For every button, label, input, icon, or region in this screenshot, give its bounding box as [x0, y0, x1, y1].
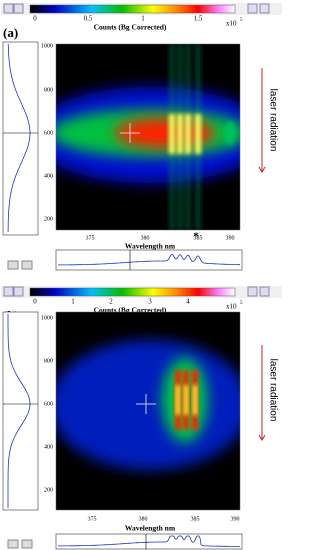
- colorbar-tick-label: 0: [33, 15, 37, 23]
- colorbar-title: Counts (Bg Corrected): [94, 306, 167, 315]
- colorbar-tick-label: 1: [141, 15, 145, 23]
- colorbar-tick-label: 3: [148, 298, 152, 306]
- profile-box: [2, 41, 39, 236]
- stripe: [185, 114, 191, 154]
- colorbar-tick-label: 4: [186, 298, 190, 306]
- heatmap: [56, 44, 240, 230]
- arrow-head: [258, 166, 266, 173]
- x-tick-label: 380: [139, 516, 148, 522]
- panel-label: (a): [3, 25, 18, 40]
- scroll-left: [247, 286, 258, 297]
- profile-curve: [7, 314, 31, 508]
- profile-box: [55, 533, 243, 550]
- glow: [56, 340, 240, 470]
- scroll-left: [3, 286, 14, 297]
- x-tick-label: 375: [86, 235, 95, 241]
- stripe: [193, 385, 197, 415]
- x-tick-label: 385: [191, 516, 200, 522]
- stripe: [169, 114, 175, 154]
- colorbar-tick-label: 1: [71, 298, 75, 306]
- scroll-left: [3, 3, 14, 14]
- arrow-head: [258, 434, 266, 441]
- colorbar-title: Counts (Bg Corrected): [94, 23, 167, 32]
- heatmap: [56, 340, 240, 470]
- zoom-button: [7, 260, 19, 270]
- x-tick-label: 375: [88, 516, 97, 522]
- image-frame: [55, 43, 241, 231]
- profile-box: [55, 249, 243, 271]
- scroll-left: [247, 3, 258, 14]
- annotation: laser radiation: [267, 359, 278, 422]
- y-tick-label: 400: [44, 173, 53, 179]
- profile-curve: [58, 253, 240, 266]
- x-tick-label: 385: [194, 235, 203, 241]
- y-tick-label: 1000: [41, 43, 53, 49]
- colorbar: [29, 287, 236, 297]
- colorbar-tick-label: 0: [33, 298, 37, 306]
- x-tick-label: 390: [226, 235, 235, 241]
- y-tick-label: 200: [44, 216, 53, 222]
- colorbar-exponent-power: 5: [240, 301, 243, 306]
- image-frame: [55, 311, 241, 511]
- stripe: [195, 114, 201, 154]
- x-axis-label: Wavelength nm: [125, 242, 176, 251]
- panel: 0 0.5 1 1.5 Counts (Bg Corrected) x10 5 (a) 1000…: [1, 3, 282, 271]
- scroll-right: [13, 3, 24, 14]
- colorbar-tick-label: 1.5: [194, 15, 203, 23]
- zoom-button: [21, 539, 33, 549]
- stripe: [184, 385, 188, 415]
- annotation: laser radiation: [267, 89, 278, 152]
- colorbar-tick-label: 2: [109, 298, 113, 306]
- colorbar: [29, 4, 236, 14]
- scroll-right: [259, 3, 270, 14]
- stripe: [177, 114, 183, 154]
- y-tick-label: 1000: [41, 315, 53, 321]
- scroll-right: [13, 286, 24, 297]
- scroll-right: [259, 286, 270, 297]
- y-tick-label: 800: [44, 358, 53, 364]
- y-tick-label: 600: [44, 130, 53, 136]
- y-tick-label: 600: [44, 401, 53, 407]
- marker: *: [193, 231, 199, 243]
- glow: [225, 121, 235, 145]
- colorbar-exponent-power: 5: [240, 18, 243, 23]
- y-tick-label: 800: [44, 87, 53, 93]
- zoom-button: [21, 260, 33, 270]
- colorbar-exponent: x10: [226, 20, 237, 28]
- stripe: [176, 385, 180, 415]
- zoom-button: [7, 539, 19, 549]
- x-tick-label: 380: [141, 235, 150, 241]
- y-tick-label: 200: [44, 487, 53, 493]
- x-tick-label: 390: [231, 516, 240, 522]
- colorbar-tick-label: 0.5: [84, 15, 93, 23]
- profile-curve: [58, 535, 240, 547]
- colorbar-exponent: x10: [226, 303, 237, 311]
- x-axis-label: Wavelength nm: [125, 524, 176, 533]
- profile-curve: [7, 43, 31, 232]
- y-tick-label: 400: [44, 444, 53, 450]
